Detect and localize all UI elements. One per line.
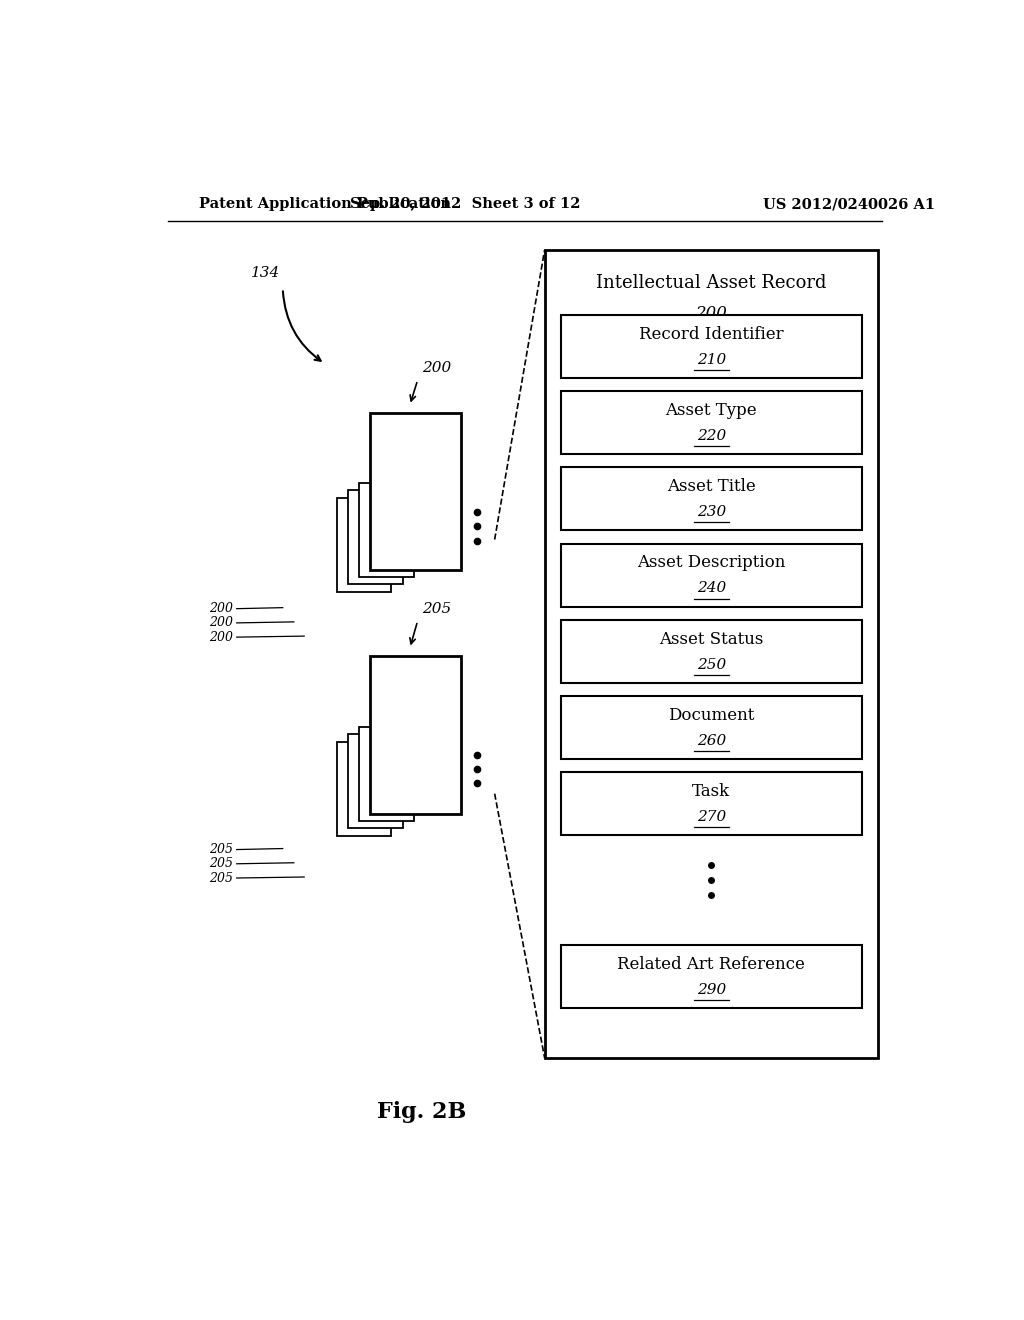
Text: 205: 205 xyxy=(209,843,232,857)
Text: Asset Description: Asset Description xyxy=(637,554,785,572)
Text: 250: 250 xyxy=(696,657,726,672)
Text: 134: 134 xyxy=(251,267,281,280)
Bar xyxy=(560,945,862,1008)
Bar xyxy=(560,696,862,759)
Text: Asset Type: Asset Type xyxy=(666,403,757,418)
Bar xyxy=(560,620,862,682)
Bar xyxy=(359,726,414,821)
Text: 260: 260 xyxy=(696,734,726,748)
Bar xyxy=(337,498,391,593)
Text: Sep. 20, 2012  Sheet 3 of 12: Sep. 20, 2012 Sheet 3 of 12 xyxy=(350,197,581,211)
Bar xyxy=(560,772,862,836)
Text: 290: 290 xyxy=(696,983,726,997)
Bar xyxy=(337,742,391,837)
Bar xyxy=(348,734,402,828)
Bar xyxy=(560,391,862,454)
Bar xyxy=(545,249,878,1057)
Text: 205: 205 xyxy=(209,871,232,884)
Bar xyxy=(560,544,862,607)
Text: US 2012/0240026 A1: US 2012/0240026 A1 xyxy=(763,197,935,211)
Text: Asset Status: Asset Status xyxy=(659,631,764,648)
Text: 200: 200 xyxy=(209,631,232,644)
Text: 210: 210 xyxy=(696,352,726,367)
Text: 200: 200 xyxy=(695,305,727,322)
Text: 200: 200 xyxy=(209,602,232,615)
Bar xyxy=(370,413,461,570)
Text: Related Art Reference: Related Art Reference xyxy=(617,956,805,973)
Text: Record Identifier: Record Identifier xyxy=(639,326,783,343)
Text: Patent Application Publication: Patent Application Publication xyxy=(200,197,452,211)
Text: 200: 200 xyxy=(422,360,451,375)
Text: Document: Document xyxy=(668,708,755,723)
Bar xyxy=(359,483,414,577)
Bar xyxy=(560,467,862,531)
Text: Fig. 2B: Fig. 2B xyxy=(377,1101,466,1123)
Text: 200: 200 xyxy=(209,616,232,630)
Text: 205: 205 xyxy=(209,857,232,870)
Text: Task: Task xyxy=(692,783,730,800)
Text: 220: 220 xyxy=(696,429,726,444)
Bar xyxy=(348,490,402,585)
Text: 205: 205 xyxy=(422,602,451,615)
Bar xyxy=(370,656,461,814)
Text: 240: 240 xyxy=(696,581,726,595)
Text: Intellectual Asset Record: Intellectual Asset Record xyxy=(596,275,826,293)
Bar xyxy=(560,315,862,378)
Text: 270: 270 xyxy=(696,810,726,824)
Text: 230: 230 xyxy=(696,506,726,519)
Text: Asset Title: Asset Title xyxy=(667,478,756,495)
